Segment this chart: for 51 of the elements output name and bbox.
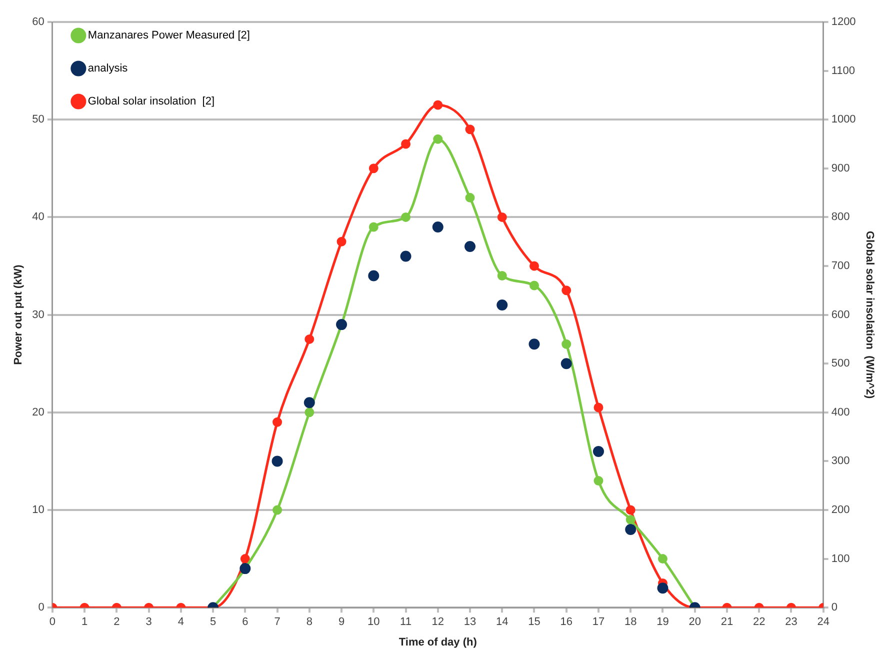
x-tick-label: 12 — [432, 616, 444, 628]
x-tick-label: 0 — [49, 616, 56, 628]
y2-tick-label: 1100 — [831, 64, 855, 77]
x-tick-label: 20 — [688, 616, 701, 628]
x-tick-label: 21 — [720, 616, 734, 628]
x-tick-label: 16 — [560, 616, 572, 628]
x-tick-label: 8 — [306, 616, 312, 628]
y2-tick-label: 700 — [831, 260, 850, 272]
y-tick-label: 20 — [32, 406, 44, 418]
y2-tick-label: 1000 — [831, 114, 856, 126]
x-tick-label: 15 — [528, 616, 540, 628]
y2-tick-label: 600 — [831, 308, 850, 321]
y2-tick-label: 300 — [831, 455, 850, 468]
y2-tick-label: 0 — [831, 602, 838, 614]
x-tick-label: 22 — [752, 616, 766, 628]
x-tick-label: 13 — [464, 616, 476, 628]
y-tick-label: 50 — [32, 114, 44, 126]
y-tick-label: 0 — [38, 602, 44, 614]
x-tick-label: 17 — [592, 616, 605, 628]
y-tick-label: 10 — [32, 504, 44, 516]
x-tick-label: 6 — [242, 616, 248, 628]
y2-tick-label: 400 — [831, 406, 850, 418]
x-tick-label: 24 — [817, 616, 830, 628]
x-tick-label: 23 — [785, 616, 798, 628]
y-tick-label: 40 — [32, 211, 44, 224]
y2-tick-label: 200 — [831, 504, 850, 516]
y-axis-title: Power out put (kW) — [12, 264, 25, 365]
x-tick-label: 9 — [338, 616, 345, 628]
x-tick-label: 5 — [210, 616, 216, 628]
y2-tick-label: 900 — [831, 162, 850, 174]
y2-tick-label: 800 — [831, 211, 850, 224]
x-tick-label: 10 — [368, 616, 380, 628]
x-tick-label: 11 — [400, 616, 412, 628]
legend-label: Global solar insolation [2] — [88, 96, 215, 108]
x-tick-label: 14 — [496, 616, 508, 628]
legend-label: Manzanares Power Measured [2] — [88, 30, 250, 42]
x-tick-label: 18 — [624, 616, 637, 628]
y-tick-label: 30 — [32, 308, 44, 321]
x-tick-label: 19 — [656, 616, 669, 628]
x-tick-label: 3 — [146, 616, 152, 628]
x-axis-title: Time of day (h) — [398, 636, 478, 648]
x-tick-label: 7 — [274, 616, 280, 628]
y2-tick-label: 500 — [831, 358, 850, 370]
y-tick-label: 60 — [32, 16, 44, 28]
x-tick-label: 2 — [114, 616, 120, 628]
x-tick-label: 4 — [178, 616, 184, 628]
x-tick-label: 1 — [81, 616, 88, 628]
legend-label: analysis — [88, 62, 128, 75]
y2-tick-label: 1200 — [831, 16, 856, 28]
y2-axis-title: Global solar insolation (W/m^2) — [863, 230, 876, 400]
y2-tick-label: 100 — [831, 552, 850, 565]
